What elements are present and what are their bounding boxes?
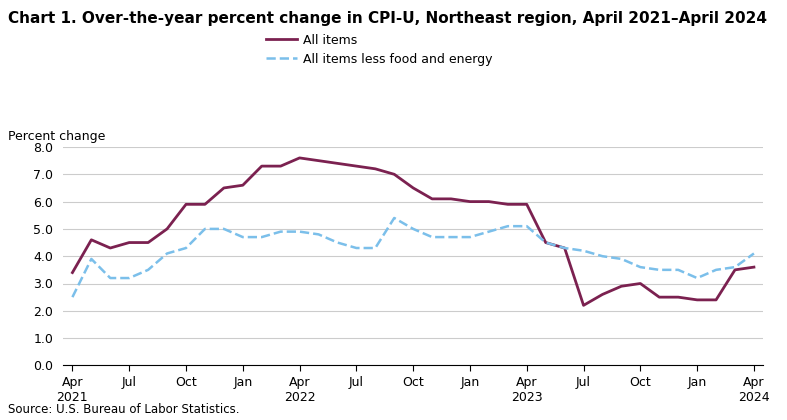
All items less food and energy <box>352 245 361 250</box>
All items <box>711 297 721 302</box>
All items <box>465 199 475 204</box>
All items <box>427 196 437 201</box>
All items <box>617 284 626 289</box>
All items less food and energy <box>219 226 228 231</box>
All items <box>484 199 493 204</box>
All items <box>749 265 759 270</box>
All items <box>371 166 380 171</box>
All items <box>446 196 456 201</box>
All items less food and energy <box>181 245 190 250</box>
All items less food and energy <box>446 234 456 239</box>
Text: Source: U.S. Bureau of Labor Statistics.: Source: U.S. Bureau of Labor Statistics. <box>8 403 239 416</box>
All items <box>124 240 134 245</box>
All items less food and energy <box>693 276 702 281</box>
All items <box>181 202 190 207</box>
All items less food and energy <box>105 276 115 281</box>
All items less food and energy <box>200 226 209 231</box>
Text: Percent change: Percent change <box>8 130 105 143</box>
All items less food and energy <box>371 245 380 250</box>
All items less food and energy <box>541 240 550 245</box>
All items <box>295 155 305 160</box>
All items less food and energy <box>314 232 323 237</box>
All items <box>276 163 286 168</box>
All items <box>390 172 399 177</box>
All items <box>143 240 153 245</box>
All items <box>408 185 418 190</box>
All items less food and energy <box>295 229 305 234</box>
All items less food and energy <box>617 256 626 261</box>
All items less food and energy <box>390 215 399 220</box>
Legend: All items, All items less food and energy: All items, All items less food and energ… <box>266 34 493 66</box>
All items less food and energy <box>257 234 267 239</box>
All items less food and energy <box>427 234 437 239</box>
All items <box>730 267 740 272</box>
All items <box>87 237 96 242</box>
All items less food and energy <box>674 267 683 272</box>
All items <box>314 158 323 163</box>
All items <box>257 163 267 168</box>
All items <box>541 240 550 245</box>
All items <box>105 245 115 250</box>
All items less food and energy <box>465 234 475 239</box>
All items <box>200 202 209 207</box>
Line: All items less food and energy: All items less food and energy <box>72 218 754 297</box>
All items less food and energy <box>560 245 569 250</box>
All items less food and energy <box>143 267 153 272</box>
All items <box>655 295 664 300</box>
All items less food and energy <box>503 223 512 228</box>
All items less food and energy <box>598 254 608 259</box>
All items less food and energy <box>655 267 664 272</box>
All items less food and energy <box>87 256 96 261</box>
All items <box>333 161 342 166</box>
All items less food and energy <box>238 234 248 239</box>
All items less food and energy <box>68 295 77 300</box>
All items less food and energy <box>333 240 342 245</box>
All items less food and energy <box>578 248 588 253</box>
All items less food and energy <box>408 226 418 231</box>
All items less food and energy <box>749 251 759 256</box>
All items less food and energy <box>636 265 645 270</box>
All items <box>578 303 588 308</box>
All items <box>560 245 569 250</box>
Text: Chart 1. Over-the-year percent change in CPI-U, Northeast region, April 2021–Apr: Chart 1. Over-the-year percent change in… <box>8 10 767 26</box>
All items <box>522 202 531 207</box>
All items less food and energy <box>276 229 286 234</box>
All items <box>68 270 77 275</box>
All items <box>352 163 361 168</box>
All items less food and energy <box>124 276 134 281</box>
All items less food and energy <box>522 223 531 228</box>
All items less food and energy <box>162 251 172 256</box>
All items <box>238 183 248 188</box>
All items less food and energy <box>484 229 493 234</box>
All items less food and energy <box>730 265 740 270</box>
Line: All items: All items <box>72 158 754 305</box>
All items <box>598 292 608 297</box>
All items <box>503 202 512 207</box>
All items <box>219 185 228 190</box>
All items <box>693 297 702 302</box>
All items <box>674 295 683 300</box>
All items <box>636 281 645 286</box>
All items less food and energy <box>711 267 721 272</box>
All items <box>162 226 172 231</box>
